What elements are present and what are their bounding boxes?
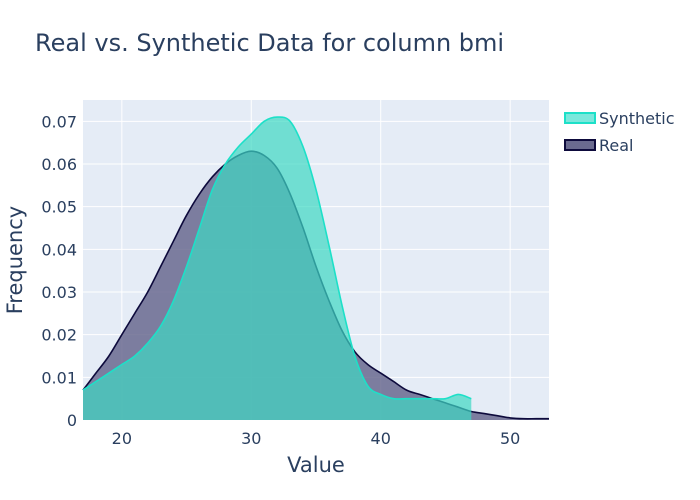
y-axis-title: Frequency [3,206,27,315]
series-line-synthetic [82,116,472,400]
x-tick-label: 30 [241,429,261,448]
y-tick-labels: 0 0.01 0.02 0.03 0.04 0.05 0.06 0.07 [41,112,77,430]
legend-swatch-synthetic [564,112,596,124]
y-tick-label: 0.01 [41,368,77,387]
legend-item-real[interactable]: Real [564,136,634,155]
y-tick-label: 0.07 [41,112,77,131]
y-tick-label: 0.03 [41,283,77,302]
y-tick-label: 0.02 [41,326,77,345]
y-tick-label: 0 [67,411,77,430]
x-tick-labels: 20 30 40 50 [112,429,521,448]
legend-label-synthetic: Synthetic [599,109,675,128]
legend-swatch-real [564,139,596,151]
legend-item-synthetic[interactable]: Synthetic [564,109,675,128]
y-tick-label: 0.06 [41,155,77,174]
chart-title: Real vs. Synthetic Data for column bmi [35,29,504,57]
x-tick-label: 50 [500,429,520,448]
series-area-synthetic [83,117,472,420]
y-tick-label: 0.05 [41,198,77,217]
legend[interactable]: Synthetic Real [564,109,675,155]
legend-label-real: Real [599,136,634,155]
x-axis-title: Value [287,453,345,477]
x-tick-label: 20 [112,429,132,448]
series-areas [82,116,549,420]
y-tick-label: 0.04 [41,240,77,259]
x-tick-label: 40 [371,429,391,448]
